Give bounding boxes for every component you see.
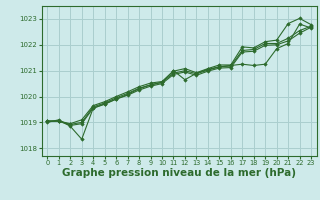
X-axis label: Graphe pression niveau de la mer (hPa): Graphe pression niveau de la mer (hPa): [62, 168, 296, 178]
